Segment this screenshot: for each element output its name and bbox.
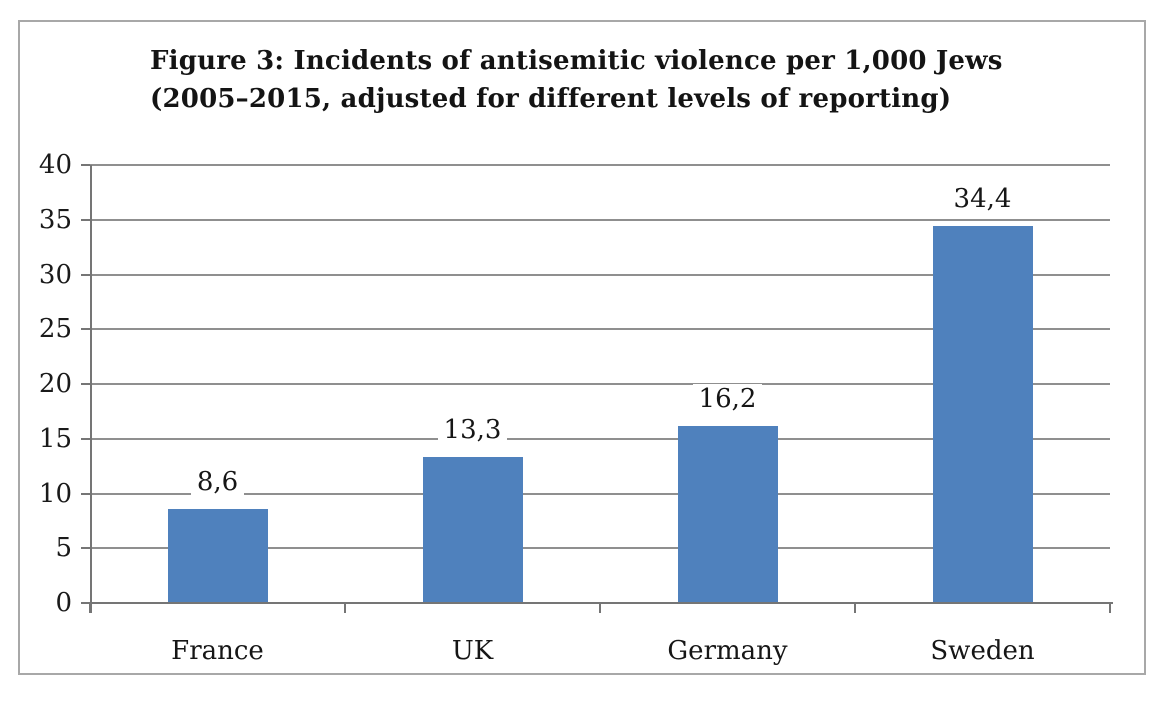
bar-germany [677, 425, 778, 603]
x-axis-category-label: Germany [667, 636, 788, 666]
y-axis-tick [81, 383, 90, 385]
gridline [90, 492, 1110, 495]
bar-value-text: 8,6 [190, 466, 245, 497]
y-axis-tick [81, 492, 90, 495]
gridline [90, 437, 1110, 440]
chart-title-line2: (2005–2015, adjusted for different level… [150, 84, 952, 114]
bar-value-label: 34,4 [913, 184, 1053, 215]
gridline [90, 273, 1110, 276]
gridline [90, 383, 1110, 385]
y-axis-tick [81, 602, 90, 604]
gridline [90, 218, 1110, 221]
y-axis-line [90, 165, 92, 613]
y-axis-tick-label: 20 [38, 369, 72, 399]
x-axis-category-label: France [171, 636, 264, 666]
y-axis-tick-label: 40 [38, 150, 72, 180]
bar-sweden [932, 226, 1033, 603]
x-axis-tick [1109, 603, 1111, 613]
gridline [90, 547, 1110, 550]
y-axis-tick [81, 547, 90, 550]
y-axis-tick-label: 10 [38, 478, 72, 509]
bar-value-text: 34,4 [947, 184, 1018, 215]
bar-france [167, 508, 268, 603]
y-axis-tick-label: 15 [38, 423, 72, 454]
bar-uk [422, 457, 523, 603]
bar-value-text: 13,3 [437, 415, 508, 446]
plot-area: 0 5 10 15 20 25 30 35 40 8,6 France 13,3 UK 16,2 Germa… [39, 150, 1113, 666]
bar-value-text: 16,2 [692, 383, 763, 414]
bar-value-label: 13,3 [403, 415, 543, 446]
y-axis-tick-label: 25 [38, 314, 72, 345]
y-axis-tick-label: 5 [55, 533, 72, 564]
chart-title-line1: Figure 3: Incidents of antisemitic viole… [150, 46, 1003, 76]
x-axis-tick [344, 603, 346, 613]
x-axis-category-label: UK [451, 636, 494, 666]
y-axis-tick [81, 273, 90, 276]
y-axis-tick-label: 0 [55, 588, 72, 618]
chart-title: Figure 3: Incidents of antisemitic viole… [150, 42, 1003, 118]
gridline [90, 164, 1110, 166]
bar-value-label: 8,6 [148, 466, 288, 497]
y-axis-tick [81, 328, 90, 331]
bar-value-label: 16,2 [658, 383, 798, 414]
x-axis-tick [599, 603, 601, 613]
gridline [90, 328, 1110, 331]
x-axis-line [90, 602, 1113, 604]
x-axis-tick [854, 603, 856, 613]
x-axis-category-label: Sweden [930, 636, 1035, 666]
y-axis-tick [81, 164, 90, 166]
y-axis-tick [81, 218, 90, 221]
y-axis-tick-label: 35 [38, 204, 72, 235]
y-axis-tick [81, 437, 90, 440]
y-axis-tick-label: 30 [38, 259, 72, 290]
